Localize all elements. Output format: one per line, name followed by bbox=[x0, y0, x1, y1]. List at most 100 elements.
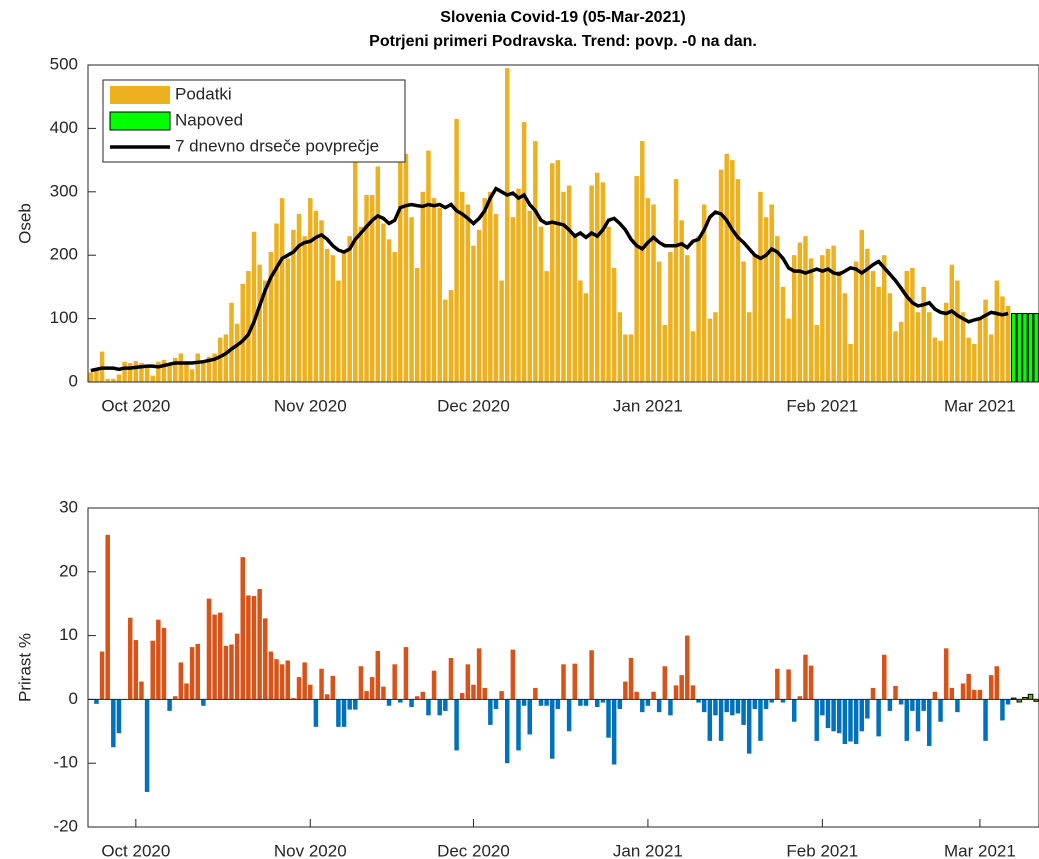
bar bbox=[803, 654, 808, 700]
bar bbox=[741, 699, 746, 725]
x-tick-label: Nov 2020 bbox=[274, 841, 347, 859]
bar bbox=[842, 699, 848, 745]
bar bbox=[105, 534, 110, 700]
bar bbox=[814, 699, 819, 741]
bar bbox=[369, 677, 375, 700]
bar bbox=[285, 660, 291, 700]
bar bbox=[775, 668, 780, 700]
bar bbox=[870, 271, 876, 382]
bar bbox=[859, 699, 864, 732]
bar bbox=[336, 280, 341, 382]
bar bbox=[859, 229, 864, 382]
bar bbox=[943, 302, 949, 382]
bar bbox=[201, 699, 206, 706]
bar bbox=[730, 160, 735, 382]
bar bbox=[561, 191, 566, 382]
bar bbox=[887, 293, 893, 382]
bar bbox=[133, 640, 139, 700]
bar bbox=[127, 362, 133, 382]
bar bbox=[724, 153, 729, 382]
bar bbox=[617, 699, 623, 709]
bar bbox=[341, 699, 347, 727]
bar bbox=[347, 236, 352, 382]
bar bbox=[471, 245, 476, 382]
bar bbox=[279, 198, 285, 382]
bar bbox=[865, 248, 870, 382]
bar bbox=[820, 255, 825, 382]
bar bbox=[285, 258, 291, 382]
bar bbox=[730, 699, 735, 716]
bar bbox=[448, 657, 454, 700]
bar bbox=[223, 645, 229, 700]
bar bbox=[915, 699, 921, 732]
chart-subtitle: Potrjeni primeri Podravska. Trend: povp.… bbox=[369, 33, 757, 50]
y-tick-label: 0 bbox=[69, 371, 78, 390]
bar bbox=[398, 699, 403, 703]
y-tick-label: 20 bbox=[59, 561, 78, 580]
bar bbox=[364, 691, 369, 700]
bar bbox=[257, 589, 262, 700]
bar bbox=[848, 699, 853, 742]
bar bbox=[640, 141, 645, 382]
bar bbox=[656, 699, 662, 713]
bar bbox=[943, 648, 949, 700]
bar bbox=[628, 657, 634, 700]
bar bbox=[94, 369, 99, 382]
bar bbox=[465, 204, 471, 382]
bar bbox=[330, 675, 336, 700]
bar bbox=[443, 699, 448, 711]
bar bbox=[99, 651, 105, 700]
bar bbox=[938, 340, 943, 382]
bar bbox=[775, 236, 780, 382]
bar bbox=[1005, 305, 1011, 382]
plot-frame bbox=[87, 64, 1039, 383]
bar bbox=[499, 691, 504, 700]
bar bbox=[949, 264, 955, 382]
y-tick-label: 30 bbox=[59, 497, 78, 516]
bar bbox=[668, 252, 673, 382]
x-tick-label: Oct 2020 bbox=[101, 841, 170, 859]
bar bbox=[606, 699, 611, 738]
bar bbox=[1000, 699, 1005, 721]
bar bbox=[651, 691, 656, 700]
bar bbox=[814, 324, 819, 382]
bar bbox=[960, 312, 966, 382]
bar bbox=[870, 687, 876, 700]
bar bbox=[763, 699, 769, 709]
y-tick-label: 500 bbox=[50, 54, 78, 73]
bar bbox=[201, 362, 206, 382]
bar bbox=[1027, 693, 1034, 700]
bar bbox=[893, 331, 898, 382]
bar bbox=[206, 598, 212, 700]
x-tick-label: Jan 2021 bbox=[613, 396, 683, 415]
bar bbox=[634, 175, 639, 382]
bar bbox=[921, 286, 926, 382]
legend-label: 7 dnevno drseče povprečje bbox=[175, 136, 379, 155]
bar bbox=[246, 271, 251, 382]
bar bbox=[746, 699, 752, 754]
bar bbox=[330, 255, 336, 382]
bar bbox=[268, 252, 274, 382]
bar bbox=[392, 252, 397, 382]
bar bbox=[510, 217, 516, 382]
bar bbox=[561, 664, 566, 700]
bar bbox=[707, 318, 713, 382]
y-tick-label: 100 bbox=[50, 308, 78, 327]
bar bbox=[240, 557, 245, 700]
bar bbox=[679, 675, 684, 700]
bar bbox=[538, 226, 544, 382]
x-tick-label: Feb 2021 bbox=[786, 841, 858, 859]
bar bbox=[972, 343, 977, 382]
bar bbox=[521, 122, 527, 382]
bar bbox=[420, 191, 426, 382]
y-axis-label: Oseb bbox=[15, 203, 34, 244]
bar bbox=[831, 699, 836, 732]
bar bbox=[156, 619, 161, 700]
bar bbox=[786, 318, 791, 382]
bar bbox=[184, 683, 189, 700]
bar bbox=[150, 640, 155, 700]
bar bbox=[634, 691, 639, 700]
bar bbox=[966, 337, 971, 382]
bar bbox=[910, 699, 915, 711]
